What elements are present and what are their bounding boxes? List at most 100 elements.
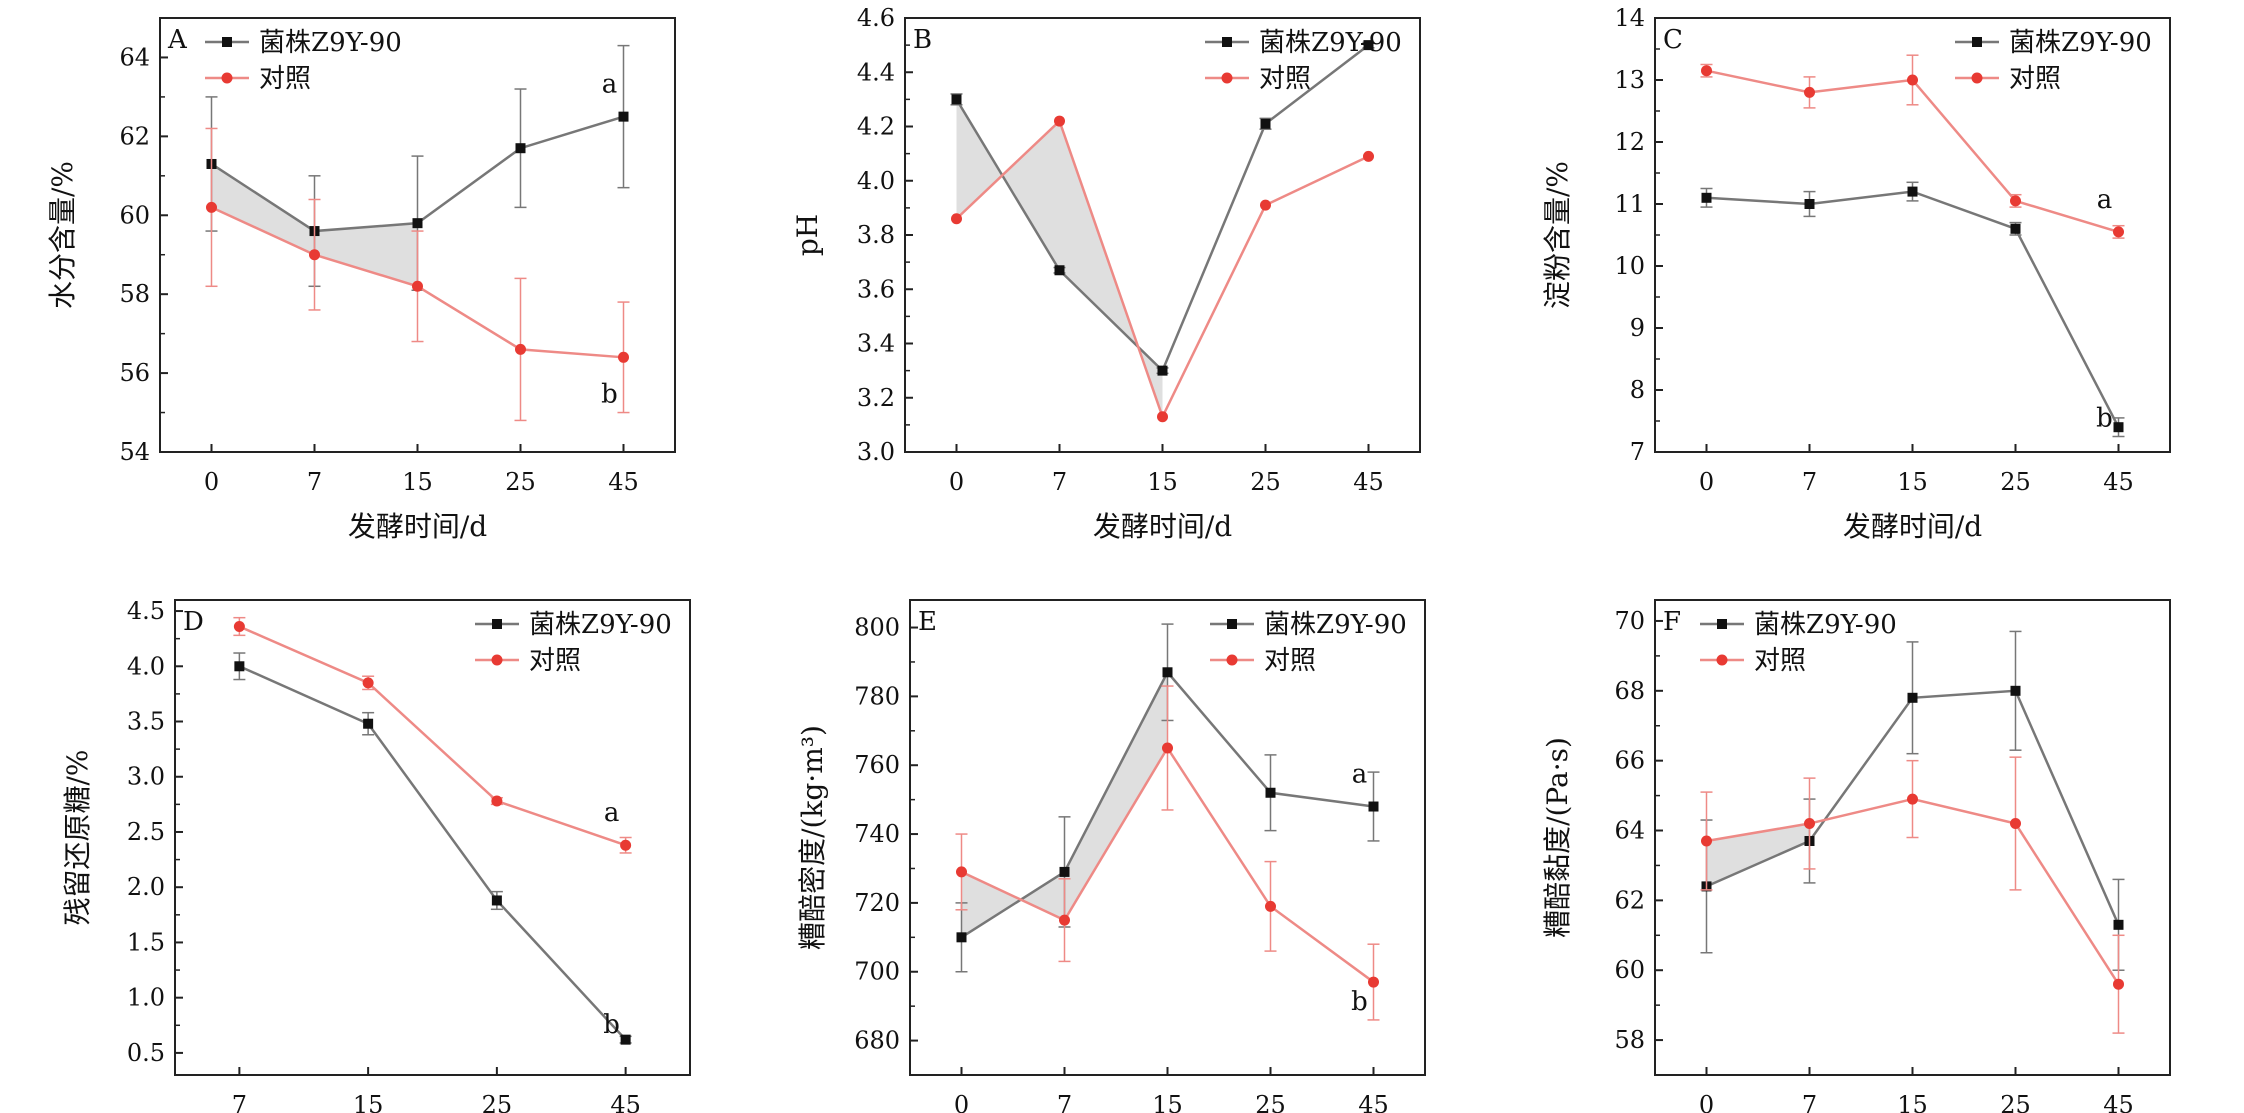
data-point [412, 280, 423, 292]
data-point [1368, 976, 1379, 988]
y-tick-label: 9 [1630, 314, 1645, 342]
series-strain: b [233, 652, 632, 1045]
data-point [2010, 818, 2021, 830]
x-tick-label: 45 [2103, 468, 2134, 496]
data-point [1059, 914, 1070, 926]
y-tick-label: 7 [1630, 438, 1645, 466]
legend-label: 菌株Z9Y-90 [2009, 28, 2152, 58]
x-tick-label: 25 [505, 468, 536, 496]
x-tick-label: 25 [482, 1091, 513, 1113]
y-tick-label: 800 [854, 614, 900, 642]
data-point [1701, 192, 1712, 203]
data-point [1265, 787, 1276, 798]
data-point [309, 249, 320, 261]
significance-label: b [601, 380, 618, 410]
x-tick-label: 0 [204, 468, 219, 496]
data-point [1054, 115, 1065, 127]
legend-marker [1716, 654, 1728, 666]
y-tick-label: 60 [119, 201, 150, 229]
y-tick-label: 70 [1614, 607, 1645, 635]
legend-marker [221, 72, 233, 84]
y-tick-label: 0.5 [127, 1039, 165, 1067]
series-line [238, 665, 627, 1041]
legend: 菌株Z9Y-90 对照 [1700, 610, 1897, 676]
legend: 菌株Z9Y-90 对照 [205, 28, 402, 94]
y-tick-label: 780 [854, 682, 900, 710]
y-tick-label: 64 [1614, 817, 1645, 845]
y-tick-label: 62 [1614, 886, 1645, 914]
x-tick-label: 25 [2000, 1091, 2031, 1113]
y-tick-label: 3.2 [857, 384, 895, 412]
legend-marker [1222, 37, 1232, 47]
x-tick-label: 7 [1052, 468, 1067, 496]
x-axis-label: 发酵时间/d [348, 510, 487, 543]
legend: 菌株Z9Y-90 对照 [1955, 28, 2152, 94]
legend-label: 菌株Z9Y-90 [259, 28, 402, 58]
y-tick-label: 3.4 [857, 330, 895, 358]
y-axis-label: pH [791, 214, 824, 256]
series-line [1706, 190, 2120, 428]
legend: 菌株Z9Y-90 对照 [475, 610, 672, 676]
chart-panel-d: 71525450.51.01.52.02.53.03.54.04.5发酵时间/d… [61, 597, 691, 1113]
legend-label: 菌株Z9Y-90 [529, 610, 672, 640]
series-control: b [955, 685, 1380, 1021]
data-point [1054, 265, 1065, 276]
data-point [1265, 900, 1276, 912]
y-tick-label: 720 [854, 889, 900, 917]
x-tick-label: 7 [1802, 1091, 1817, 1113]
legend-marker [492, 619, 502, 629]
panel-letter: F [1663, 607, 1681, 637]
data-point [951, 94, 962, 105]
data-point [1363, 150, 1374, 162]
data-point [2010, 195, 2021, 207]
y-tick-label: 3.0 [127, 763, 165, 791]
y-tick-label: 2.5 [127, 818, 165, 846]
data-point [1804, 86, 1815, 98]
y-tick-label: 680 [854, 1027, 900, 1055]
significance-label: b [2096, 404, 2113, 434]
data-point [1260, 118, 1271, 129]
data-point [2010, 223, 2021, 234]
y-axis-label: 糟醅黏度/(Pa·s) [1541, 737, 1574, 938]
panel-letter: D [183, 607, 204, 637]
data-point [2113, 919, 2124, 930]
chart-panel-f: 0715254558606264666870发酵时间/d糟醅黏度/(Pa·s)F… [1541, 599, 2171, 1113]
x-tick-label: 7 [232, 1091, 247, 1113]
legend-label: 对照 [259, 64, 311, 94]
significance-label: a [1352, 760, 1368, 790]
legend-label: 对照 [1259, 64, 1311, 94]
x-tick-label: 7 [1057, 1091, 1072, 1113]
data-point [618, 351, 629, 363]
panel-letter: A [167, 25, 188, 55]
x-tick-label: 45 [608, 468, 639, 496]
x-tick-label: 45 [610, 1091, 641, 1113]
x-tick-label: 25 [1255, 1091, 1286, 1113]
plot-frame [174, 599, 691, 1076]
y-tick-label: 54 [119, 438, 150, 466]
data-point [233, 621, 245, 633]
y-tick-label: 4.4 [857, 58, 895, 86]
y-tick-label: 3.6 [857, 275, 895, 303]
data-point [515, 143, 526, 154]
y-tick-label: 4.0 [857, 167, 895, 195]
data-point [1059, 866, 1070, 877]
legend-marker [1226, 654, 1238, 666]
x-axis-label: 发酵时间/d [1843, 510, 1982, 543]
data-point [2010, 685, 2021, 696]
data-point [363, 718, 374, 729]
series-strain: a [955, 623, 1380, 973]
y-axis-label: 糟醅密度/(kg·m³) [796, 725, 829, 950]
data-point [2113, 422, 2124, 433]
y-tick-label: 4.5 [127, 597, 165, 625]
legend-label: 对照 [1264, 646, 1316, 676]
legend-marker [1717, 619, 1727, 629]
x-tick-label: 45 [1358, 1091, 1389, 1113]
y-axis-label: 残留还原糖/% [61, 749, 94, 925]
x-axis-label: 发酵时间/d [1093, 510, 1232, 543]
legend: 菌株Z9Y-90 对照 [1205, 28, 1402, 94]
legend-marker [1971, 72, 1983, 84]
data-point [1260, 199, 1271, 211]
legend-label: 菌株Z9Y-90 [1259, 28, 1402, 58]
data-point [956, 932, 967, 943]
